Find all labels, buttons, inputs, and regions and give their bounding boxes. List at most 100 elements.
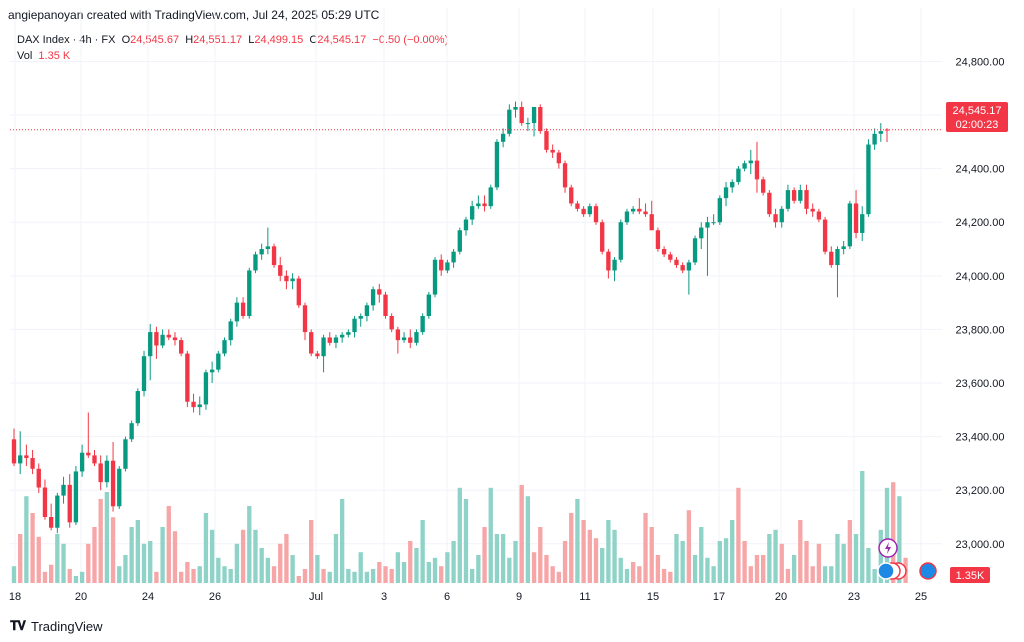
candle [767, 190, 772, 217]
candle-body [352, 318, 357, 333]
candle-body [216, 353, 221, 370]
candle [42, 479, 48, 520]
candle-body [61, 484, 66, 496]
y-tick-label: 23,200.00 [956, 485, 1005, 497]
brand-name: TradingView [31, 618, 103, 634]
price-candles [11, 101, 890, 534]
candle-body [104, 460, 110, 483]
candle-body [606, 251, 611, 271]
volume-tag-text: 1.35K [956, 570, 985, 582]
volume-bar [216, 557, 221, 583]
candle-body [494, 141, 500, 188]
candle [228, 318, 233, 346]
candle [315, 350, 320, 359]
lightning-icon[interactable] [878, 538, 898, 558]
candle [841, 240, 846, 255]
candle-body [451, 251, 456, 263]
candle-body [408, 337, 413, 343]
candle [290, 273, 295, 290]
candle [711, 214, 716, 225]
candle [61, 476, 66, 504]
volume-bar [191, 569, 196, 583]
volume-bar [686, 510, 692, 583]
volume-bar [24, 496, 29, 583]
last-price-text: 24,545.17 [953, 105, 1002, 117]
volume-bar [822, 566, 828, 583]
candle [253, 251, 258, 274]
candle-body [377, 289, 382, 295]
candle-body [593, 206, 599, 223]
candle [179, 337, 184, 357]
candle-body [476, 203, 481, 207]
candle-body [172, 337, 178, 341]
candle [550, 144, 555, 158]
volume-bar [457, 487, 462, 583]
volume-bar [327, 571, 332, 583]
volume-bar [48, 564, 54, 583]
candle-body [600, 222, 605, 252]
symbol-label[interactable]: DAX Index · 4h · FX [17, 34, 116, 46]
candle [525, 117, 531, 132]
y-tick-label: 24,000.00 [956, 271, 1005, 283]
candle-body [872, 133, 877, 145]
candle [240, 297, 246, 319]
candle [11, 428, 17, 467]
volume-bars [11, 471, 908, 583]
candle [860, 206, 865, 241]
candle-body [587, 206, 592, 215]
candle [606, 249, 611, 279]
candle [197, 396, 202, 416]
volume-bar [451, 541, 456, 583]
candle-body [209, 369, 215, 373]
candle [661, 246, 667, 258]
candle [271, 243, 277, 268]
low-label: L [248, 34, 255, 46]
candle-body [661, 249, 667, 255]
candle [569, 184, 574, 207]
candle [383, 291, 388, 319]
volume-bar [699, 527, 704, 583]
volume-bar [11, 566, 17, 583]
candle [185, 350, 190, 408]
event-icons[interactable] [877, 562, 937, 580]
candle [655, 227, 661, 252]
volume-bar [92, 527, 97, 583]
candle [439, 254, 444, 276]
volume-bar [878, 529, 883, 583]
candle [321, 334, 326, 373]
candle [265, 227, 271, 255]
candle [674, 257, 679, 268]
volume-bar [370, 569, 376, 583]
volume-bar [810, 566, 815, 583]
candle [414, 329, 419, 346]
candle-body [531, 106, 537, 124]
candle [736, 165, 741, 185]
candle-body [278, 265, 283, 276]
candle-body [358, 316, 363, 319]
candle-body [333, 337, 339, 343]
candle [624, 208, 630, 225]
candle [129, 420, 134, 442]
candle-body [395, 329, 401, 341]
candle-body [141, 356, 147, 392]
candle-body [544, 131, 549, 150]
candle-body [148, 332, 153, 357]
volume-bar [476, 555, 481, 583]
candle-body [692, 238, 698, 263]
candle-body [389, 316, 394, 330]
volume-bar [674, 534, 679, 583]
brand-footer[interactable]: 𝐓𝐕 TradingView [10, 618, 103, 634]
candle-body [519, 106, 524, 124]
candle-body [655, 230, 661, 250]
candle [18, 431, 23, 475]
volume-bar [779, 543, 784, 583]
volume-bar [773, 529, 778, 583]
volume-bar [668, 571, 673, 583]
candle [785, 184, 791, 212]
candle-body [730, 182, 735, 188]
candle [643, 203, 648, 217]
candle [296, 275, 301, 308]
volume-bar [618, 557, 623, 583]
candle-body [618, 222, 623, 260]
